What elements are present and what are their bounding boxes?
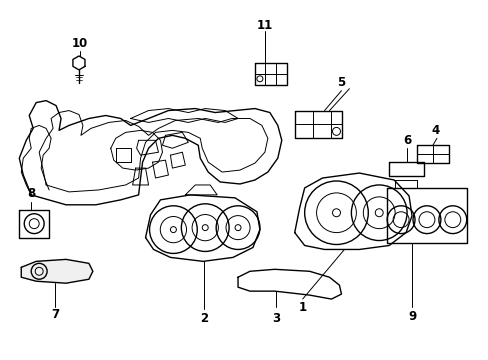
Polygon shape [416, 145, 448, 163]
Circle shape [202, 225, 208, 231]
Polygon shape [116, 148, 130, 162]
Polygon shape [162, 132, 188, 148]
Polygon shape [170, 152, 185, 168]
Polygon shape [386, 188, 466, 243]
Polygon shape [73, 56, 85, 70]
Polygon shape [152, 160, 168, 178]
Text: 7: 7 [51, 309, 59, 321]
Text: 4: 4 [431, 124, 439, 137]
Text: 5: 5 [337, 76, 345, 89]
Polygon shape [132, 168, 148, 185]
Polygon shape [39, 111, 267, 192]
Polygon shape [21, 260, 93, 283]
Polygon shape [394, 180, 416, 188]
Polygon shape [145, 195, 260, 261]
Text: 2: 2 [200, 312, 208, 325]
Polygon shape [388, 162, 423, 176]
Text: 1: 1 [298, 301, 306, 314]
Text: 9: 9 [407, 310, 415, 323]
Polygon shape [294, 111, 342, 138]
Polygon shape [238, 269, 341, 299]
Circle shape [332, 209, 340, 217]
Circle shape [170, 227, 176, 233]
Polygon shape [130, 109, 238, 122]
Circle shape [235, 225, 241, 231]
Text: 8: 8 [27, 188, 35, 201]
Text: 6: 6 [402, 134, 410, 147]
Polygon shape [19, 100, 281, 205]
Polygon shape [185, 185, 217, 195]
Polygon shape [19, 210, 49, 238]
Polygon shape [254, 63, 286, 85]
Circle shape [374, 209, 383, 217]
Text: 10: 10 [72, 37, 88, 50]
Text: 3: 3 [271, 312, 279, 325]
Polygon shape [136, 140, 158, 155]
Text: 11: 11 [256, 19, 272, 32]
Polygon shape [294, 173, 411, 249]
Polygon shape [111, 130, 162, 170]
